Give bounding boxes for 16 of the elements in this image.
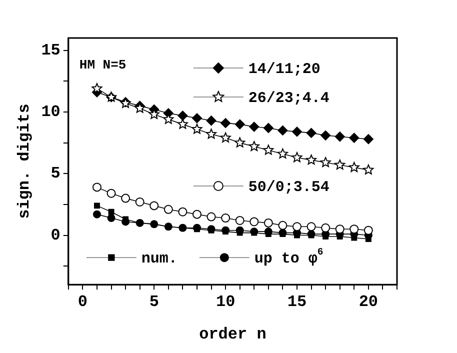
x-tick-label: 0	[78, 293, 88, 312]
y-axis-title: sign. digits	[16, 104, 34, 219]
x-axis-title: order n	[199, 325, 266, 344]
y-tick-label: 5	[50, 164, 60, 183]
x-tick-label: 20	[358, 293, 378, 312]
legend-label: 14/11;20	[248, 60, 320, 78]
y-tick-label: 15	[41, 41, 60, 60]
x-tick-label: 10	[216, 293, 236, 312]
legend-label: 26/23;4.4	[248, 90, 330, 107]
y-tick-label: 10	[41, 103, 60, 122]
legend-label: 50/0;3.54	[248, 178, 330, 196]
legend-label: num.	[141, 250, 178, 268]
x-tick-label: 15	[287, 293, 307, 312]
annotation: HM N=5	[79, 57, 126, 72]
x-tick-label: 5	[149, 293, 159, 312]
y-tick-label: 0	[50, 226, 60, 244]
